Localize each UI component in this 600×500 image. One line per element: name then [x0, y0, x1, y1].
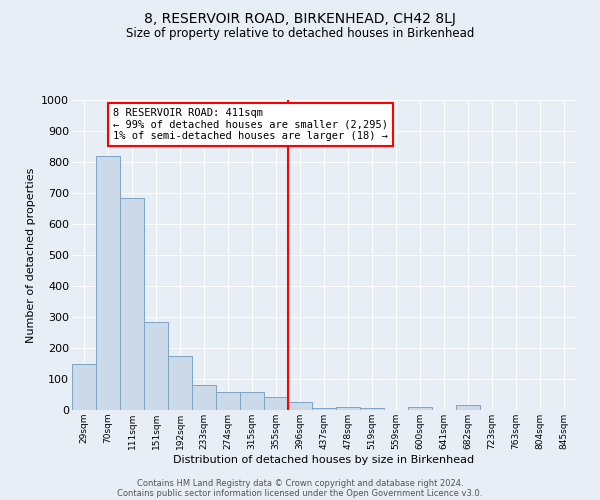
Bar: [408, 407, 432, 410]
Bar: [168, 356, 192, 410]
Bar: [312, 408, 336, 410]
Text: 8, RESERVOIR ROAD, BIRKENHEAD, CH42 8LJ: 8, RESERVOIR ROAD, BIRKENHEAD, CH42 8LJ: [144, 12, 456, 26]
Text: Contains HM Land Registry data © Crown copyright and database right 2024.: Contains HM Land Registry data © Crown c…: [137, 478, 463, 488]
Bar: [288, 402, 312, 410]
Bar: [264, 396, 288, 410]
Bar: [96, 156, 120, 410]
Bar: [72, 364, 96, 410]
Bar: [240, 392, 264, 410]
Bar: [336, 407, 360, 410]
Bar: [360, 408, 384, 410]
Bar: [192, 385, 216, 410]
Y-axis label: Number of detached properties: Number of detached properties: [26, 168, 35, 342]
Bar: [120, 198, 144, 410]
Bar: [456, 406, 480, 410]
X-axis label: Distribution of detached houses by size in Birkenhead: Distribution of detached houses by size …: [173, 454, 475, 464]
Bar: [216, 392, 240, 410]
Text: 8 RESERVOIR ROAD: 411sqm
← 99% of detached houses are smaller (2,295)
1% of semi: 8 RESERVOIR ROAD: 411sqm ← 99% of detach…: [113, 108, 388, 141]
Bar: [144, 322, 168, 410]
Text: Size of property relative to detached houses in Birkenhead: Size of property relative to detached ho…: [126, 28, 474, 40]
Text: Contains public sector information licensed under the Open Government Licence v3: Contains public sector information licen…: [118, 488, 482, 498]
